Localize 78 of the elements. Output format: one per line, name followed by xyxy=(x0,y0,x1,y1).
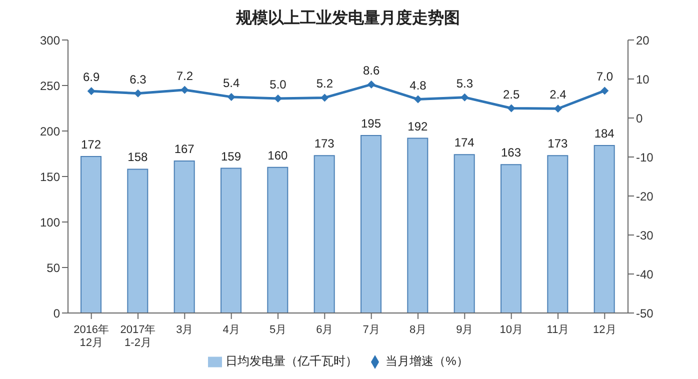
data-label: 5.3 xyxy=(456,76,474,90)
data-label: 167 xyxy=(174,142,195,156)
data-label: 184 xyxy=(594,126,615,141)
x-tick-label: 4月 xyxy=(222,324,240,336)
x-tick-label: 9月 xyxy=(456,324,474,336)
legend-label: 日均发电量（亿千瓦时） xyxy=(226,354,358,368)
point xyxy=(227,92,236,101)
data-label: 160 xyxy=(268,148,288,162)
y2-tick-label: 0 xyxy=(636,111,643,126)
point xyxy=(554,104,562,113)
data-label: 4.8 xyxy=(410,78,427,92)
bar xyxy=(174,160,195,313)
y-tick-label: 0 xyxy=(53,306,60,320)
data-label: 6.9 xyxy=(82,70,100,84)
y2-tick-label: -30 xyxy=(636,228,654,242)
x-tick-label: 8月 xyxy=(409,324,427,336)
x-tick-label: 6月 xyxy=(316,324,334,336)
point xyxy=(134,89,142,98)
y-tick-label: 100 xyxy=(40,215,60,230)
data-label: 195 xyxy=(360,116,382,131)
x-tick-label: 10月 xyxy=(500,324,523,336)
data-label: 6.3 xyxy=(130,72,147,86)
point xyxy=(180,86,189,94)
chart-title: 规模以上工业发电量月度走势图 xyxy=(234,8,461,29)
bar xyxy=(220,168,242,313)
y-tick-label: 250 xyxy=(40,78,60,93)
data-label: 174 xyxy=(454,136,475,150)
bar xyxy=(594,145,615,313)
y2-tick-label: -50 xyxy=(636,306,654,320)
y2-tick-label: 20 xyxy=(636,33,650,48)
data-label: 2.5 xyxy=(502,87,520,102)
x-tick-label: 2016年 12月 xyxy=(74,324,110,349)
data-label: 159 xyxy=(220,149,242,164)
data-label: 173 xyxy=(314,136,335,151)
y-tick-label: 50 xyxy=(46,260,60,275)
data-label: 192 xyxy=(408,119,428,134)
bar xyxy=(314,155,335,313)
data-label: 7.2 xyxy=(176,68,194,83)
y2-tick-label: -40 xyxy=(636,267,654,282)
bar xyxy=(454,154,475,313)
data-label: 8.6 xyxy=(362,63,380,78)
data-label: 158 xyxy=(128,150,148,164)
point xyxy=(460,93,469,102)
y2-tick-label: -20 xyxy=(636,189,654,204)
y-tick-label: 200 xyxy=(40,124,60,138)
bar xyxy=(500,164,522,313)
bar xyxy=(267,166,288,313)
data-label: 163 xyxy=(500,146,522,160)
point xyxy=(600,86,609,95)
data-label: 5.2 xyxy=(316,76,334,91)
data-label: 173 xyxy=(548,136,568,151)
point xyxy=(507,104,516,112)
data-label: 5.4 xyxy=(222,76,240,90)
data-label: 172 xyxy=(80,137,102,152)
x-tick-label: 7月 xyxy=(362,324,380,336)
y-tick-label: 300 xyxy=(40,33,60,48)
data-label: 5.0 xyxy=(270,78,287,92)
bar xyxy=(407,138,428,313)
data-label: 2.4 xyxy=(550,88,567,102)
y-tick-label: 150 xyxy=(40,170,60,184)
y2-tick-label: 10 xyxy=(636,72,650,86)
legend-label: 当月增速（%） xyxy=(386,354,468,368)
x-tick-label: 5月 xyxy=(269,324,287,336)
point xyxy=(87,87,96,96)
point xyxy=(320,94,329,102)
bar xyxy=(127,168,148,313)
bar xyxy=(80,156,102,313)
x-tick-label: 3月 xyxy=(176,324,194,336)
point xyxy=(414,95,422,104)
point xyxy=(367,80,376,88)
x-tick-label: 12月 xyxy=(593,324,616,336)
bar xyxy=(360,135,382,313)
x-tick-label: 2017年 1-2月 xyxy=(120,324,156,349)
bar xyxy=(547,155,568,313)
point xyxy=(274,94,282,102)
y2-tick-label: -10 xyxy=(636,150,654,164)
data-label: 7.0 xyxy=(596,70,614,84)
x-tick-label: 11月 xyxy=(546,324,570,336)
